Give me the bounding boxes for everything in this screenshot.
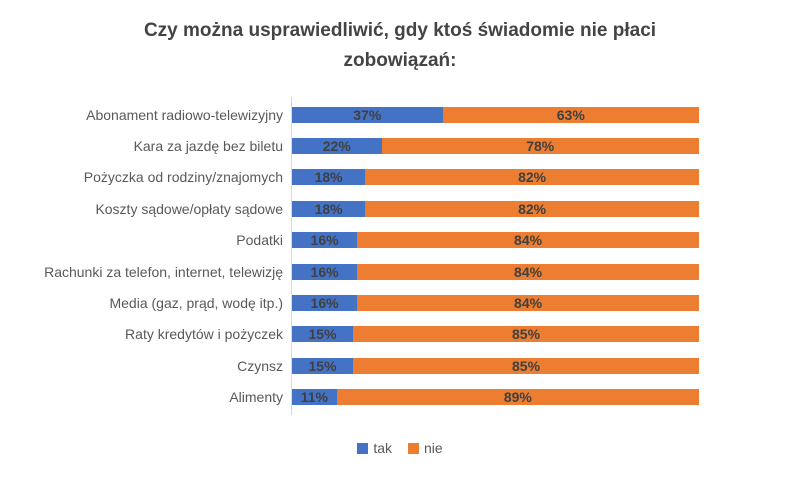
plot-area: Abonament radiowo-telewizyjny 37% 63% Kara … <box>0 97 800 415</box>
legend-swatch-tak <box>357 442 369 454</box>
chart-rows: Abonament radiowo-telewizyjny 37% 63% Kara … <box>0 99 800 413</box>
chart: Czy można usprawiedliwić, gdy ktoś świad… <box>0 0 800 456</box>
data-label: 63% <box>556 106 585 123</box>
category-label: Pożyczka od rodziny/znajomych <box>83 169 283 186</box>
data-label: 89% <box>503 389 532 406</box>
bar-segment-nie: 85% <box>353 326 699 343</box>
bar-segment-tak: 16% <box>292 232 358 249</box>
chart-row: Kara za jazdę bez biletu 22% 78% <box>0 130 800 161</box>
data-label: 11% <box>300 389 328 406</box>
bar-segment-tak: 11% <box>292 389 337 406</box>
bar-track: 16% 84% <box>292 263 699 280</box>
data-label: 85% <box>512 357 541 374</box>
bar-segment-tak: 37% <box>292 106 443 123</box>
data-label: 78% <box>526 138 555 155</box>
chart-row: Czynsz 15% 85% <box>0 350 800 381</box>
data-label: 18% <box>314 200 343 217</box>
category-label: Koszty sądowe/opłaty sądowe <box>95 200 283 217</box>
bar-segment-nie: 82% <box>365 200 699 217</box>
chart-row: Media (gaz, prąd, wodę itp.) 16% 84% <box>0 287 800 318</box>
category-axis-line <box>291 97 292 415</box>
bar-track: 11% 89% <box>292 389 699 406</box>
data-label: 16% <box>310 232 339 249</box>
chart-row: Koszty sądowe/opłaty sądowe 18% 82% <box>0 193 800 224</box>
category-label: Podatki <box>236 232 283 249</box>
bar-track: 18% 82% <box>292 169 699 186</box>
category-label: Raty kredytów i pożyczek <box>125 326 283 343</box>
bar-segment-tak: 16% <box>292 263 358 280</box>
category-label: Alimenty <box>229 389 283 406</box>
chart-row: Pożyczka od rodziny/znajomych 18% 82% <box>0 162 800 193</box>
data-label: 16% <box>310 295 339 312</box>
chart-title: Czy można usprawiedliwić, gdy ktoś świad… <box>143 20 657 72</box>
data-label: 82% <box>518 200 547 217</box>
bar-segment-nie: 78% <box>381 138 699 155</box>
legend-item-tak: tak <box>357 440 392 456</box>
bar-segment-nie: 85% <box>353 357 699 374</box>
bar-segment-tak: 22% <box>292 138 382 155</box>
bar-segment-nie: 84% <box>357 232 699 249</box>
legend: tak nie <box>0 440 800 456</box>
bar-segment-tak: 15% <box>292 357 354 374</box>
category-label: Czynsz <box>237 357 283 374</box>
chart-row: Alimenty 11% 89% <box>0 382 800 413</box>
data-label: 84% <box>514 232 543 249</box>
category-label: Media (gaz, prąd, wodę itp.) <box>109 295 283 312</box>
bar-segment-nie: 84% <box>357 295 699 312</box>
data-label: 18% <box>314 169 343 186</box>
bar-segment-tak: 16% <box>292 295 358 312</box>
legend-swatch-nie <box>408 442 419 454</box>
data-label: 15% <box>308 357 337 374</box>
chart-row: Abonament radiowo-telewizyjny 37% 63% <box>0 99 800 130</box>
bar-track: 18% 82% <box>292 200 699 217</box>
category-label: Kara za jazdę bez biletu <box>133 138 283 155</box>
bar-segment-tak: 18% <box>292 169 366 186</box>
bar-track: 15% 85% <box>292 326 699 343</box>
legend-label: nie <box>424 440 443 456</box>
bar-segment-tak: 18% <box>292 200 366 217</box>
data-label: 85% <box>512 326 541 343</box>
data-label: 22% <box>322 138 351 155</box>
category-label: Rachunki za telefon, internet, telewizję <box>44 263 283 280</box>
bar-segment-nie: 63% <box>442 106 699 123</box>
chart-row: Rachunki za telefon, internet, telewizję… <box>0 256 800 287</box>
bar-track: 15% 85% <box>292 357 699 374</box>
bar-track: 37% 63% <box>292 106 699 123</box>
chart-row: Podatki 16% 84% <box>0 225 800 256</box>
data-label: 37% <box>353 106 382 123</box>
data-label: 16% <box>310 263 339 280</box>
legend-label: tak <box>373 440 392 456</box>
data-label: 82% <box>518 169 547 186</box>
data-label: 84% <box>514 295 543 312</box>
data-label: 84% <box>514 263 543 280</box>
bar-segment-nie: 89% <box>336 389 699 406</box>
category-label: Abonament radiowo-telewizyjny <box>86 106 283 123</box>
bar-track: 16% 84% <box>292 295 699 312</box>
legend-item-nie: nie <box>408 440 443 456</box>
bar-segment-nie: 84% <box>357 263 699 280</box>
data-label: 15% <box>308 326 337 343</box>
chart-row: Raty kredytów i pożyczek 15% 85% <box>0 319 800 350</box>
bar-track: 16% 84% <box>292 232 699 249</box>
bar-segment-nie: 82% <box>365 169 699 186</box>
bar-segment-tak: 15% <box>292 326 354 343</box>
bar-track: 22% 78% <box>292 138 699 155</box>
